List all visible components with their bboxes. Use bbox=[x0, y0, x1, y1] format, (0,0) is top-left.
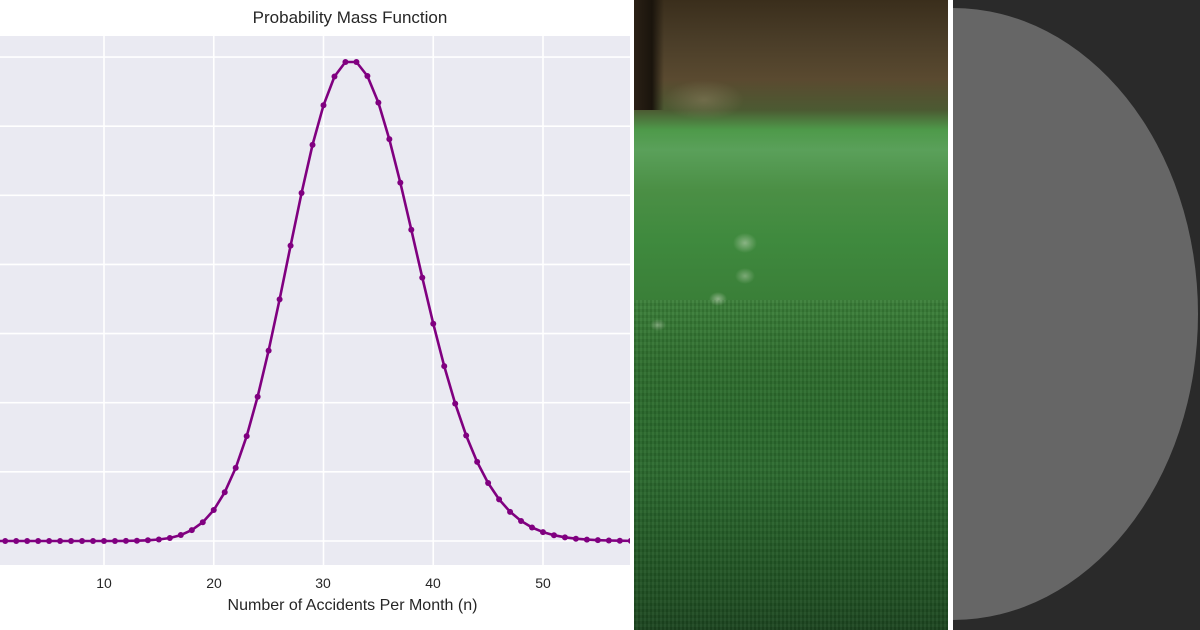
data-point-marker bbox=[507, 508, 514, 515]
data-point-marker bbox=[342, 58, 349, 65]
data-point-marker bbox=[441, 363, 448, 370]
data-point-marker bbox=[397, 179, 404, 186]
data-point-marker bbox=[166, 534, 173, 541]
data-point-marker bbox=[68, 538, 75, 544]
data-point-marker bbox=[364, 73, 371, 80]
data-point-marker bbox=[572, 535, 579, 542]
chart-title: Probability Mass Function bbox=[252, 8, 448, 27]
data-point-marker bbox=[496, 496, 503, 503]
data-point-marker bbox=[199, 519, 206, 526]
data-point-marker bbox=[375, 99, 382, 106]
data-point-marker bbox=[287, 242, 294, 249]
x-tick-label: 40 bbox=[425, 575, 441, 591]
data-point-marker bbox=[24, 538, 31, 544]
data-point-marker bbox=[320, 102, 327, 109]
data-point-marker bbox=[188, 527, 195, 534]
data-point-marker bbox=[463, 432, 470, 439]
plot-background bbox=[0, 36, 630, 565]
dark-graphic-panel bbox=[953, 0, 1200, 630]
x-tick-label: 10 bbox=[96, 575, 112, 591]
data-point-marker bbox=[594, 537, 601, 544]
grass-field-photo bbox=[634, 0, 948, 630]
data-point-marker bbox=[605, 537, 612, 544]
data-point-marker bbox=[408, 226, 415, 233]
data-point-marker bbox=[386, 136, 393, 143]
data-point-marker bbox=[221, 489, 228, 496]
pmf-series bbox=[0, 58, 630, 544]
data-point-marker bbox=[474, 458, 481, 465]
data-point-marker bbox=[331, 73, 338, 80]
data-point-marker bbox=[177, 532, 184, 539]
data-point-marker bbox=[144, 537, 151, 544]
x-tick-label: 20 bbox=[206, 575, 222, 591]
data-point-marker bbox=[353, 58, 360, 65]
data-point-marker bbox=[57, 538, 64, 544]
data-point-marker bbox=[101, 538, 107, 544]
panel-divider bbox=[948, 0, 953, 630]
data-point-marker bbox=[616, 537, 623, 544]
photo-tree-trunk bbox=[634, 0, 664, 110]
data-point-marker bbox=[550, 532, 557, 539]
data-point-marker bbox=[265, 347, 272, 354]
data-point-marker bbox=[452, 400, 459, 407]
data-point-marker bbox=[309, 141, 316, 148]
data-point-marker bbox=[254, 393, 261, 400]
data-point-marker bbox=[561, 534, 568, 541]
data-point-marker bbox=[2, 538, 9, 544]
data-point-marker bbox=[430, 320, 437, 327]
x-tick-label: 50 bbox=[535, 575, 551, 591]
chart-plot-area bbox=[0, 36, 630, 565]
data-point-marker bbox=[627, 537, 630, 544]
data-point-marker bbox=[210, 506, 217, 513]
data-point-marker bbox=[518, 517, 525, 524]
x-tick-label: 30 bbox=[315, 575, 331, 591]
data-point-marker bbox=[133, 537, 140, 544]
data-point-marker bbox=[35, 538, 42, 544]
data-point-marker bbox=[529, 524, 536, 531]
data-point-marker bbox=[232, 464, 239, 471]
data-point-marker bbox=[485, 479, 492, 486]
data-point-marker bbox=[13, 538, 20, 544]
data-point-marker bbox=[46, 538, 53, 544]
data-point-marker bbox=[276, 296, 283, 303]
half-circle-shape bbox=[953, 8, 1198, 620]
data-point-marker bbox=[155, 536, 162, 543]
data-point-marker bbox=[79, 538, 86, 544]
data-point-marker bbox=[583, 536, 590, 543]
x-axis-label: Number of Accidents Per Month (n) bbox=[227, 597, 478, 614]
data-point-marker bbox=[90, 538, 97, 544]
photo-grass-texture bbox=[634, 300, 948, 630]
pmf-chart: Probability Mass Function 10 20 30 40 50… bbox=[0, 8, 630, 614]
data-point-marker bbox=[111, 538, 118, 544]
data-point-marker bbox=[243, 433, 250, 440]
data-point-marker bbox=[298, 189, 305, 196]
data-point-marker bbox=[122, 537, 129, 544]
data-point-marker bbox=[419, 274, 426, 281]
data-point-marker bbox=[540, 529, 546, 536]
